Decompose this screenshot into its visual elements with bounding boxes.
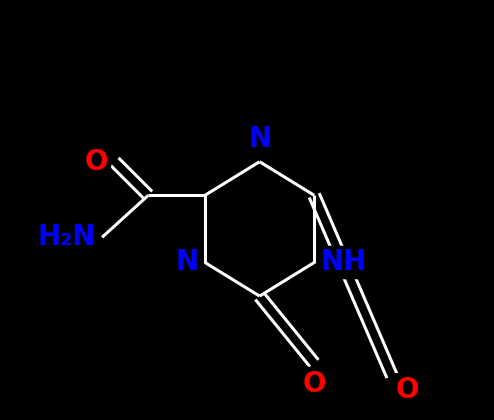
- Text: O: O: [302, 370, 326, 398]
- Text: N: N: [248, 125, 271, 153]
- Text: O: O: [396, 376, 419, 404]
- Text: N: N: [175, 249, 199, 276]
- Text: H₂N: H₂N: [38, 223, 96, 251]
- Text: O: O: [85, 148, 108, 176]
- Text: NH: NH: [321, 249, 367, 276]
